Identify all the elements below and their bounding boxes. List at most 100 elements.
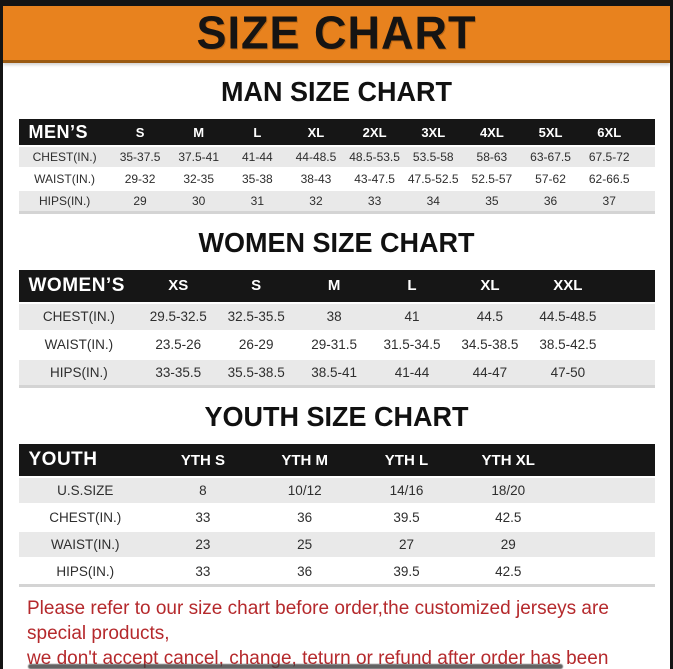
column-header: L	[373, 269, 451, 304]
table-row: WAIST(IN.) 23.5-26 26-29 29-31.5 31.5-34.5 34…	[18, 329, 655, 359]
cell: 34	[403, 189, 463, 214]
column-header: M	[169, 119, 228, 147]
cell: 63-67.5	[521, 145, 580, 168]
spacer	[559, 503, 655, 531]
column-header: 6XL	[579, 119, 639, 147]
cell: 25	[253, 530, 356, 558]
title-banner: SIZE CHART	[3, 6, 670, 63]
cell: 32.5-35.5	[217, 301, 296, 331]
table-row: HIPS(IN.) 29 30 31 32 33 34 35 36 37	[18, 189, 655, 214]
spacer	[606, 269, 655, 304]
row-label: U.S.SIZE	[18, 476, 153, 504]
column-header: L	[228, 119, 287, 147]
cell: 8	[152, 476, 254, 504]
spacer	[638, 167, 655, 190]
cell: 30	[169, 189, 228, 214]
cell: 33	[152, 557, 254, 587]
section-heading-women: WOMEN SIZE CHART	[198, 227, 475, 258]
footer-note: Please refer to our size chart before or…	[27, 596, 660, 669]
column-header: XXL	[528, 269, 607, 304]
cell: 29	[457, 530, 560, 558]
cell: 33	[152, 503, 254, 531]
row-label: CHEST(IN.)	[18, 503, 153, 531]
cell: 27	[355, 530, 458, 558]
column-header: 4XL	[462, 119, 522, 147]
table-title: WOMEN’S	[18, 269, 140, 304]
cell: 36	[253, 557, 356, 587]
cell: 47.5-52.5	[403, 167, 463, 190]
row-label: HIPS(IN.)	[18, 357, 140, 388]
cell: 42.5	[457, 557, 560, 587]
column-header: 5XL	[521, 119, 580, 147]
section-heading-man: MAN SIZE CHART	[221, 76, 452, 108]
cell: 14/16	[355, 476, 458, 504]
column-header: S	[217, 269, 296, 304]
cell: 42.5	[457, 503, 560, 531]
women-size-table: WOMEN’S XS S M L XL XXL CHEST(IN.) 29.5-32.5 32.5…	[18, 269, 655, 388]
cell: 32	[286, 189, 346, 214]
cell: 38	[295, 301, 374, 331]
cell: 37.5-41	[169, 145, 228, 168]
cell: 57-62	[521, 167, 580, 190]
table-row: U.S.SIZE 8 10/12 14/16 18/20	[18, 476, 655, 504]
men-size-table: MEN’S S M L XL 2XL 3XL 4XL 5XL 6XL CHEST(IN.) 35-37…	[18, 119, 655, 214]
row-label: CHEST(IN.)	[18, 301, 140, 331]
cell: 44-47	[450, 357, 529, 388]
section-heading-youth: YOUTH SIZE CHART	[204, 401, 469, 433]
cell: 36	[253, 503, 356, 531]
spacer	[559, 476, 655, 504]
table-row: HIPS(IN.) 33-35.5 35.5-38.5 38.5-41 41-44 44-…	[18, 357, 655, 388]
spacer	[559, 557, 655, 587]
table-title: YOUTH	[18, 444, 153, 478]
spacer	[606, 329, 655, 359]
cell: 44.5	[450, 301, 529, 331]
column-header: XL	[286, 119, 346, 147]
cell: 52.5-57	[462, 167, 522, 190]
table-row: CHEST(IN.) 29.5-32.5 32.5-35.5 38 41 44.5 44.5…	[18, 301, 655, 331]
cell: 23.5-26	[139, 329, 218, 359]
column-header: 2XL	[345, 119, 404, 147]
column-header: YTH M	[253, 444, 356, 478]
table-row: CHEST(IN.) 35-37.5 37.5-41 41-44 44-48.5 48.5…	[18, 145, 655, 168]
cell: 23	[152, 530, 254, 558]
column-header: S	[110, 119, 170, 147]
cell: 53.5-58	[403, 145, 463, 168]
header-row: WOMEN’S XS S M L XL XXL	[18, 269, 655, 304]
table-row: WAIST(IN.) 23 25 27 29	[18, 530, 655, 558]
cell: 38-43	[286, 167, 346, 190]
column-header: XS	[139, 269, 218, 304]
spacer	[638, 189, 655, 214]
footer-note-line2: we don't accept cancel, change, teturn o…	[27, 647, 609, 669]
bottom-bar	[28, 664, 563, 669]
cell: 44-48.5	[286, 145, 346, 168]
page-title: SIZE CHART	[196, 5, 477, 60]
spacer	[638, 145, 655, 168]
cell: 29-32	[110, 167, 170, 190]
column-header: YTH S	[152, 444, 254, 478]
cell: 33-35.5	[139, 357, 218, 388]
column-header: 3XL	[403, 119, 463, 147]
spacer	[638, 119, 655, 147]
table-title: MEN’S	[18, 119, 111, 147]
cell: 41	[373, 301, 451, 331]
cell: 36	[521, 189, 580, 214]
cell: 18/20	[457, 476, 560, 504]
spacer	[606, 357, 655, 388]
table-row: HIPS(IN.) 33 36 39.5 42.5	[18, 557, 655, 587]
row-label: WAIST(IN.)	[18, 530, 153, 558]
row-label: CHEST(IN.)	[18, 145, 111, 168]
footer-note-line1: Please refer to our size chart before or…	[27, 597, 609, 644]
cell: 41-44	[228, 145, 287, 168]
cell: 67.5-72	[579, 145, 639, 168]
cell: 34.5-38.5	[450, 329, 529, 359]
row-label: WAIST(IN.)	[18, 167, 111, 190]
cell: 29.5-32.5	[139, 301, 218, 331]
cell: 31	[228, 189, 287, 214]
cell: 10/12	[253, 476, 356, 504]
cell: 26-29	[217, 329, 296, 359]
spacer	[559, 444, 655, 478]
column-header: YTH XL	[457, 444, 560, 478]
cell: 31.5-34.5	[373, 329, 451, 359]
cell: 35-37.5	[110, 145, 170, 168]
